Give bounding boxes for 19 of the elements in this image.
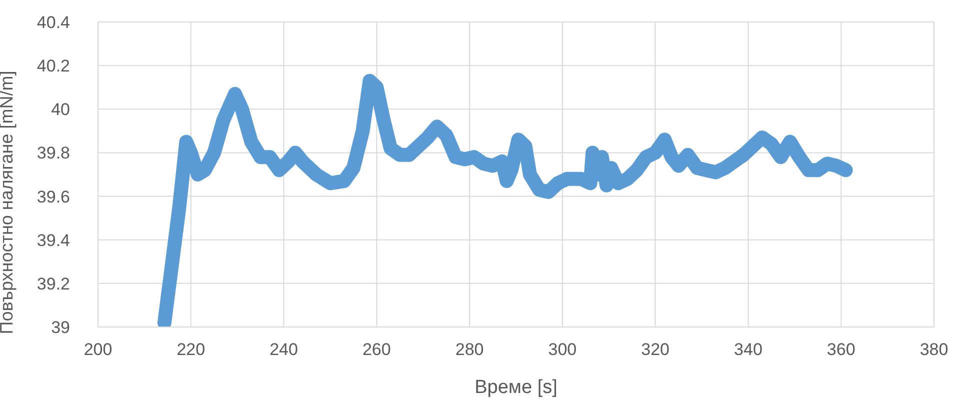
x-axis-title: Време [s] bbox=[474, 377, 558, 398]
x-tick-label: 240 bbox=[270, 340, 298, 360]
y-tick-label: 39.2 bbox=[36, 274, 70, 294]
y-tick-label: 39.6 bbox=[36, 187, 70, 206]
y-tick-label: 39.8 bbox=[36, 144, 70, 163]
x-tick-label: 200 bbox=[84, 340, 112, 360]
y-tick-label: 39 bbox=[51, 318, 70, 338]
x-tick-label: 260 bbox=[362, 340, 391, 360]
y-tick-label: 40.4 bbox=[36, 13, 70, 32]
x-tick-label: 320 bbox=[641, 340, 670, 360]
x-tick-label: 360 bbox=[826, 340, 856, 360]
y-tick-label: 39.4 bbox=[36, 230, 70, 250]
x-tick-label: 300 bbox=[548, 340, 577, 360]
x-tick-label: 340 bbox=[734, 340, 762, 360]
x-tick-label: 220 bbox=[176, 340, 206, 360]
x-tick-label: 380 bbox=[920, 340, 948, 360]
x-tick-label: 280 bbox=[455, 340, 484, 360]
y-tick-label: 40.2 bbox=[36, 56, 70, 76]
y-tick-label: 40 bbox=[51, 100, 70, 120]
